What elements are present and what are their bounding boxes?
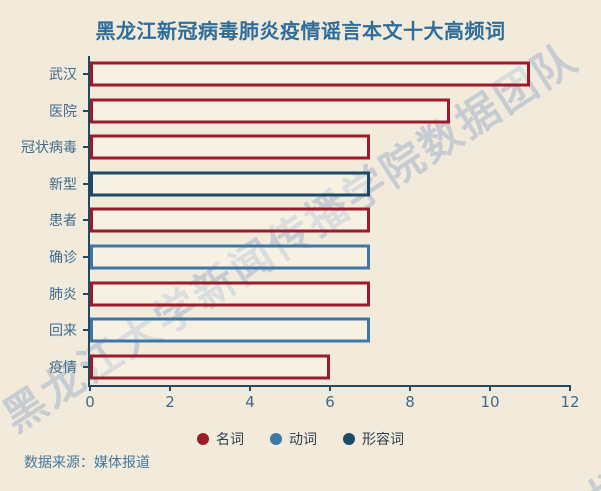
- x-axis-tick: 8: [405, 385, 415, 411]
- y-axis-label: 确诊: [49, 250, 77, 267]
- x-axis-tick-label: 10: [480, 393, 500, 411]
- y-axis-label: 冠状病毒: [21, 140, 77, 157]
- x-axis-tick-label: 4: [245, 393, 255, 411]
- bar: [90, 171, 370, 197]
- legend-label: 形容词: [362, 432, 404, 448]
- y-axis-tick: [83, 292, 90, 295]
- x-axis-tick-label: 2: [165, 393, 175, 411]
- legend-label: 动词: [289, 432, 317, 448]
- y-axis-tick: [83, 365, 90, 368]
- legend: 名词 动词 形容词: [0, 429, 601, 449]
- y-axis-label: 新型: [49, 176, 77, 193]
- legend-dot-icon: [343, 433, 355, 445]
- y-axis-label: 肺炎: [49, 286, 77, 303]
- y-axis-label: 医院: [49, 103, 77, 120]
- bar-row: 患者: [49, 202, 570, 239]
- legend-dot-icon: [270, 433, 282, 445]
- x-axis-tick-label: 8: [405, 393, 415, 411]
- bar: [90, 354, 330, 380]
- bar: [90, 98, 450, 124]
- y-axis-tick: [83, 73, 90, 76]
- legend-label: 名词: [216, 432, 244, 448]
- legend-dot-icon: [197, 433, 209, 445]
- bar: [90, 244, 370, 270]
- legend-item: 形容词: [343, 429, 404, 449]
- x-axis-tick-label: 6: [325, 393, 335, 411]
- x-axis-tick: 10: [480, 385, 500, 411]
- bar: [90, 207, 370, 233]
- x-axis-tick: 0: [85, 385, 95, 411]
- bar-row: 武汉: [49, 56, 570, 93]
- y-axis-tick: [83, 182, 90, 185]
- y-axis-label: 回来: [49, 323, 77, 340]
- bar-row: 疫情: [49, 348, 570, 385]
- x-axis-tick: 6: [325, 385, 335, 411]
- x-axis-tick: 2: [165, 385, 175, 411]
- x-axis-tick-label: 12: [560, 393, 580, 411]
- chart-title: 黑龙江新冠病毒肺炎疫情谣言本文十大高频词: [95, 19, 506, 43]
- bar: [90, 61, 530, 87]
- bar-row: 新型: [49, 166, 570, 203]
- y-axis-tick: [83, 329, 90, 332]
- y-axis-tick: [83, 146, 90, 149]
- y-axis-label: 武汉: [49, 67, 77, 84]
- y-axis-tick: [83, 109, 90, 112]
- legend-item: 动词: [270, 429, 317, 449]
- x-axis-tick: 4: [245, 385, 255, 411]
- bar: [90, 281, 370, 307]
- x-axis-tick: 12: [560, 385, 580, 411]
- source-note: 数据来源：媒体报道: [24, 455, 150, 471]
- bar-row: 回来: [49, 312, 570, 349]
- bar-row: 医院: [49, 93, 570, 130]
- bar-row: 肺炎: [49, 275, 570, 312]
- bar-row: 确诊: [49, 239, 570, 276]
- y-axis-tick: [83, 219, 90, 222]
- bar-row: 冠状病毒: [21, 129, 570, 166]
- legend-item: 名词: [197, 429, 244, 449]
- bar: [90, 317, 370, 343]
- y-axis-tick: [83, 256, 90, 259]
- y-axis-label: 患者: [49, 213, 77, 230]
- y-axis-label: 疫情: [49, 359, 77, 376]
- x-axis-tick-label: 0: [85, 393, 95, 411]
- plot-area: 武汉医院冠状病毒新型患者确诊肺炎回来疫情 0 2 4 6 8 10 12: [21, 56, 580, 411]
- bar: [90, 134, 370, 160]
